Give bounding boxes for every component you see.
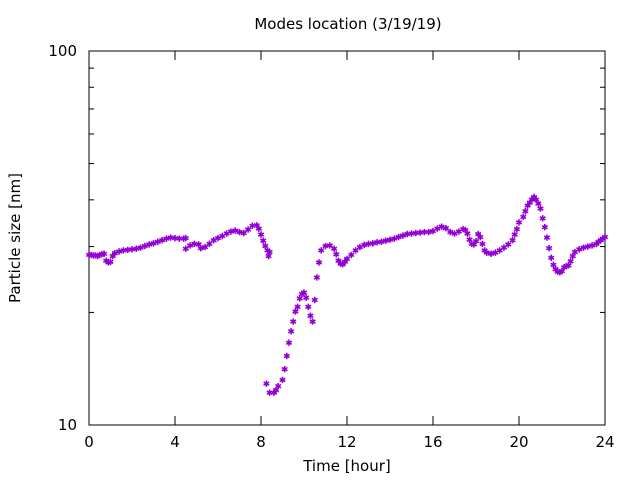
data-point bbox=[100, 250, 108, 257]
data-point bbox=[275, 382, 282, 390]
data-point bbox=[535, 200, 542, 207]
y-tick-label: 100 bbox=[48, 42, 77, 60]
data-point bbox=[472, 238, 480, 245]
data-point bbox=[479, 240, 486, 248]
data-point bbox=[548, 254, 555, 261]
data-point bbox=[545, 244, 553, 252]
data-point bbox=[352, 247, 359, 254]
chart-title: Modes location (3/19/19) bbox=[254, 15, 441, 33]
data-point bbox=[259, 237, 267, 244]
data-points bbox=[85, 193, 609, 396]
data-point bbox=[300, 289, 308, 296]
data-point bbox=[255, 225, 263, 232]
data-point bbox=[283, 352, 290, 360]
data-point bbox=[279, 376, 286, 384]
y-axis-label: Particle size [nm] bbox=[6, 173, 24, 303]
axis-ticks bbox=[88, 50, 606, 426]
data-point bbox=[543, 234, 551, 241]
x-tick-label: 20 bbox=[509, 433, 528, 451]
x-tick-label: 8 bbox=[256, 433, 266, 451]
data-point bbox=[505, 241, 512, 248]
data-point bbox=[302, 294, 310, 301]
data-point bbox=[539, 215, 546, 222]
data-point bbox=[522, 207, 529, 215]
data-point bbox=[333, 251, 340, 258]
data-point bbox=[330, 245, 338, 252]
data-point bbox=[315, 259, 323, 266]
y-tick-label: 10 bbox=[58, 416, 77, 434]
data-point bbox=[567, 258, 574, 265]
data-point bbox=[438, 223, 445, 230]
data-point bbox=[290, 318, 297, 325]
data-point bbox=[509, 236, 516, 244]
data-point bbox=[240, 229, 247, 237]
data-point bbox=[391, 235, 398, 242]
data-point bbox=[263, 380, 270, 387]
data-point bbox=[442, 224, 450, 232]
x-tick-label: 16 bbox=[423, 433, 442, 451]
data-point bbox=[262, 242, 269, 250]
x-tick-label: 12 bbox=[337, 433, 356, 451]
data-point bbox=[399, 232, 407, 239]
data-point bbox=[287, 328, 295, 335]
data-point bbox=[182, 234, 189, 242]
data-point bbox=[206, 240, 213, 248]
data-point bbox=[447, 228, 454, 236]
data-point bbox=[265, 252, 272, 260]
data-point bbox=[464, 230, 471, 237]
data-point bbox=[232, 227, 239, 234]
data-point bbox=[520, 213, 527, 221]
x-tick-label: 24 bbox=[595, 433, 614, 451]
data-point bbox=[182, 245, 189, 252]
data-point bbox=[313, 274, 321, 281]
data-point bbox=[537, 205, 544, 212]
data-point bbox=[281, 365, 288, 373]
data-point bbox=[541, 223, 548, 231]
x-tick-label: 4 bbox=[170, 433, 180, 451]
data-point bbox=[107, 258, 114, 266]
data-point bbox=[326, 242, 333, 249]
x-axis-label: Time [hour] bbox=[302, 457, 391, 475]
axis-tick-labels: 0 4 8 12 16 20 24 10 100 bbox=[48, 42, 614, 451]
data-point bbox=[513, 225, 521, 233]
data-point bbox=[511, 231, 518, 238]
data-point bbox=[294, 303, 301, 311]
data-point bbox=[343, 255, 351, 263]
data-point bbox=[257, 231, 265, 238]
data-point bbox=[515, 219, 523, 226]
data-point bbox=[311, 296, 318, 304]
data-point bbox=[292, 308, 299, 315]
data-point bbox=[244, 226, 252, 233]
data-point bbox=[348, 251, 355, 259]
data-point bbox=[477, 233, 484, 241]
data-point bbox=[305, 303, 312, 311]
data-point bbox=[318, 247, 325, 254]
data-point bbox=[487, 250, 495, 257]
data-point bbox=[309, 318, 316, 325]
data-point bbox=[601, 233, 609, 241]
data-point bbox=[296, 295, 303, 302]
data-point bbox=[395, 233, 402, 241]
data-point bbox=[550, 261, 557, 269]
data-point bbox=[483, 249, 490, 256]
data-point bbox=[285, 339, 293, 346]
x-tick-label: 0 bbox=[84, 433, 94, 451]
data-point bbox=[307, 312, 314, 319]
